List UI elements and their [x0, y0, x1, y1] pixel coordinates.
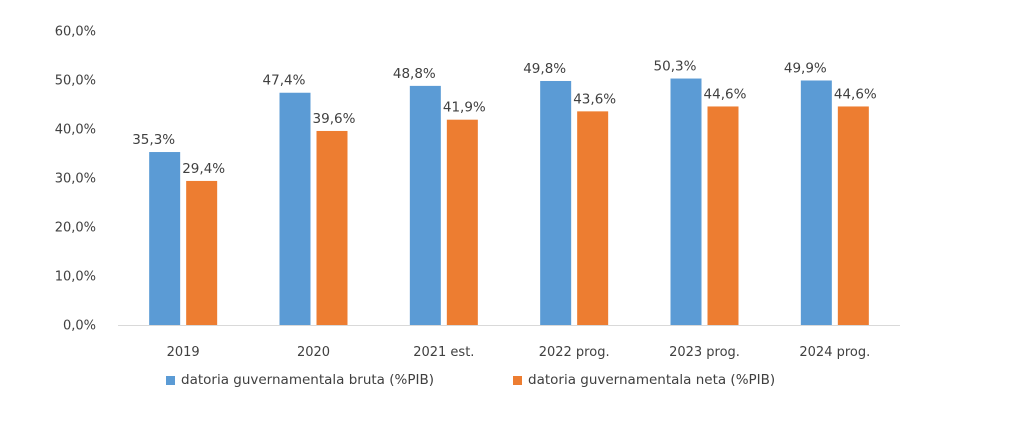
data-label: 44,6% [834, 86, 877, 102]
data-label: 39,6% [313, 111, 356, 127]
bar-bruta [149, 152, 181, 325]
legend-label-bruta: datoria guvernamentala bruta (%PIB) [181, 372, 434, 388]
data-label: 29,4% [182, 161, 225, 177]
x-tick-label: 2019 [167, 345, 200, 360]
legend: datoria guvernamentala bruta (%PIB) dato… [0, 372, 1024, 402]
y-tick-label: 30,0% [55, 172, 96, 187]
legend-swatch-bruta [166, 375, 175, 385]
y-tick-label: 50,0% [55, 74, 96, 89]
data-label: 44,6% [704, 86, 747, 102]
y-tick-label: 0,0% [63, 319, 96, 334]
data-label: 35,3% [132, 132, 175, 148]
bar-neta [707, 106, 739, 326]
x-tick-label: 2021 est. [413, 345, 474, 360]
x-tick-label: 2024 prog. [799, 345, 870, 360]
y-tick-label: 60,0% [55, 25, 96, 40]
bar-bruta [540, 80, 572, 325]
y-tick-label: 40,0% [55, 123, 96, 138]
data-label: 49,9% [784, 60, 827, 76]
y-tick-label: 10,0% [55, 270, 96, 285]
data-label: 43,6% [573, 91, 616, 107]
x-tick-label: 2022 prog. [539, 345, 610, 360]
y-tick-label: 20,0% [55, 221, 96, 236]
bar-chart: 0,0% 10,0% 20,0% 30,0% 40,0% 50,0% 60,0% 35,3% 2… [55, 25, 900, 360]
bar-bruta [279, 92, 311, 326]
data-label: 50,3% [654, 59, 697, 75]
data-label: 41,9% [443, 100, 486, 116]
legend-swatch-neta [513, 375, 522, 385]
legend-item-neta: datoria guvernamentala neta (%PIB) [513, 372, 775, 388]
bar-bruta [800, 80, 832, 326]
bar-bruta [670, 78, 702, 325]
legend-label-neta: datoria guvernamentala neta (%PIB) [528, 372, 776, 388]
data-label: 49,8% [523, 61, 566, 77]
data-label: 48,8% [393, 66, 436, 82]
x-tick-label: 2023 prog. [669, 345, 740, 360]
data-label: 47,4% [263, 73, 306, 89]
bar-neta [316, 130, 348, 325]
bar-neta [837, 106, 869, 326]
bar-neta [446, 119, 478, 325]
legend-item-bruta: datoria guvernamentala bruta (%PIB) [166, 372, 434, 388]
x-tick-label: 2020 [297, 345, 330, 360]
bar-neta [186, 180, 218, 325]
bar-bruta [409, 85, 441, 325]
bar-neta [577, 111, 609, 325]
